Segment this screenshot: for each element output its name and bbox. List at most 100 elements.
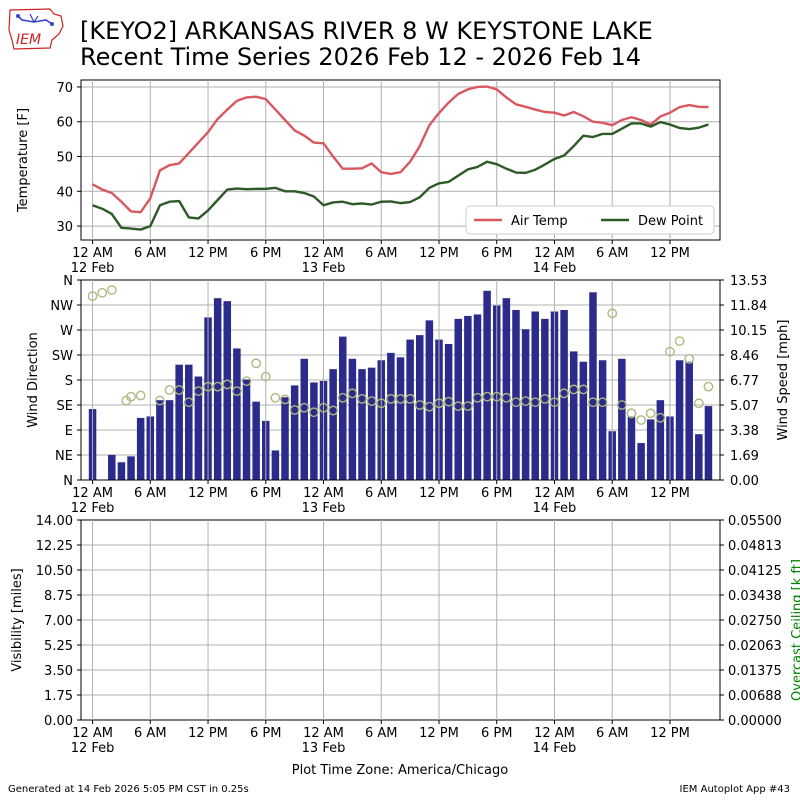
wind-speed-bar [329, 369, 337, 480]
app-label: IEM Autoplot App #43 [679, 784, 790, 795]
wind-speed-bar [127, 456, 135, 480]
ceiling-tick-label: 0.04125 [728, 564, 782, 579]
x-tick-label: 12 AM [72, 486, 113, 501]
speed-tick-label: 5.07 [730, 399, 759, 414]
visibility-tick-label: 10.50 [36, 564, 73, 579]
wind-speed-bar [165, 400, 174, 480]
speed-tick-label: 0.00 [730, 474, 759, 489]
x-tick-date-label: 14 Feb [533, 261, 577, 276]
wind-speed-bar [646, 419, 655, 480]
plot-frame [80, 519, 721, 721]
wind-speed-bar [704, 406, 713, 480]
series-line-air-temp [91, 85, 709, 214]
speed-tick-label: 3.38 [730, 424, 759, 439]
wind-direction-marker [183, 397, 194, 408]
wind-speed-bar [589, 292, 597, 480]
x-tick-label: 12 PM [419, 486, 459, 501]
wind-speed-bar [464, 315, 472, 480]
y2-axis-label: Wind Speed [mph] [776, 320, 791, 441]
x-tick-label: 12 AM [534, 486, 575, 501]
wind-direction-marker [299, 402, 310, 413]
wind-direction-marker [462, 401, 473, 412]
chart-subtitle: Recent Time Series 2026 Feb 12 - 2026 Fe… [80, 43, 642, 71]
direction-tick-label: SE [57, 399, 73, 414]
wind-direction-marker [251, 358, 262, 369]
visibility-tick-label: 1.75 [44, 689, 73, 704]
wind-direction-marker [693, 398, 704, 409]
x-tick-date-label: 13 Feb [302, 261, 346, 276]
ceiling-tick-label: 0.04813 [728, 539, 782, 554]
y-axis-label: Wind Direction [26, 332, 41, 428]
wind-direction-marker [549, 397, 560, 408]
x-tick-label: 12 PM [188, 486, 228, 501]
wind-direction-marker [684, 353, 695, 364]
legend-label: Dew Point [638, 214, 703, 229]
wind-direction-marker [222, 379, 233, 390]
wind-direction-marker [347, 388, 358, 399]
wind-speed-bar [387, 352, 395, 480]
wind-direction-marker [588, 397, 598, 408]
wind-direction-marker [164, 385, 175, 395]
direction-tick-label: W [60, 324, 73, 339]
wind-speed-bar [512, 310, 520, 480]
ceiling-tick-label: 0.00688 [728, 689, 782, 704]
logo-text: IEM [16, 32, 41, 48]
wind-direction-marker [328, 405, 339, 416]
wind-direction-marker [501, 392, 512, 403]
wind-direction-marker [366, 396, 377, 407]
x-tick-label: 6 AM [134, 246, 167, 261]
wind-speed-bar [675, 360, 684, 480]
x-tick-label: 12 PM [419, 726, 459, 741]
wind-direction-marker [405, 393, 416, 404]
wind-speed-bar [348, 358, 357, 480]
x-tick-date-label: 12 Feb [71, 501, 115, 516]
x-tick-label: 6 PM [481, 246, 512, 261]
wind-direction-marker [280, 394, 290, 405]
wind-speed-bar [242, 379, 251, 480]
wind-direction-marker [453, 401, 464, 412]
direction-tick-label: S [65, 374, 73, 389]
wind-speed-bar [569, 351, 578, 480]
wind-speed-bar [367, 367, 376, 480]
x-tick-label: 12 AM [72, 246, 113, 261]
wind-speed-bar [281, 397, 289, 480]
visibility-tick-label: 12.25 [36, 539, 73, 554]
x-tick-label: 6 AM [134, 486, 167, 501]
wind-speed-bar [637, 443, 645, 480]
wind-direction-marker [616, 400, 627, 410]
x-tick-label: 6 AM [134, 726, 167, 741]
wind-direction-marker [703, 381, 714, 392]
wind-speed-bar [358, 369, 366, 480]
visibility-tick-label: 7.00 [44, 614, 73, 629]
y-tick-label: 30 [56, 220, 73, 235]
visibility-tick-label: 0.00 [44, 714, 73, 729]
wind-speed-bar [339, 336, 347, 480]
wind-direction-marker [655, 412, 666, 423]
wind-direction-marker [241, 376, 252, 387]
wind-speed-bar [406, 339, 414, 480]
wind-speed-bar [136, 417, 145, 480]
wind-direction-marker [97, 287, 108, 298]
wind-direction-marker [607, 308, 618, 319]
x-tick-label: 12 AM [303, 726, 344, 741]
x-tick-label: 6 AM [596, 726, 629, 741]
wind-speed-bar [598, 360, 607, 480]
wind-direction-marker [260, 371, 271, 382]
legend: Air Temp Dew Point [465, 205, 715, 235]
wind-direction-marker [539, 393, 550, 404]
wind-direction-marker [135, 390, 146, 401]
wind-speed-bar [310, 382, 318, 480]
x-tick-label: 12 PM [650, 726, 690, 741]
wind-direction-marker [212, 381, 223, 392]
wind-direction-marker [482, 391, 493, 402]
x-tick-date-label: 14 Feb [533, 741, 577, 756]
wind-direction-marker [395, 393, 406, 404]
ceiling-tick-label: 0.02063 [728, 639, 782, 654]
y-tick-label: 60 [56, 116, 73, 131]
wind-speed-bar [473, 314, 482, 480]
visibility-tick-label: 5.25 [44, 639, 73, 654]
x-tick-label: 6 PM [250, 246, 281, 261]
chart-title: [KEYO2] ARKANSAS RIVER 8 W KEYSTONE LAKE [80, 17, 653, 45]
wind-direction-marker [578, 384, 589, 395]
ceiling-tick-label: 0.02750 [728, 614, 782, 629]
